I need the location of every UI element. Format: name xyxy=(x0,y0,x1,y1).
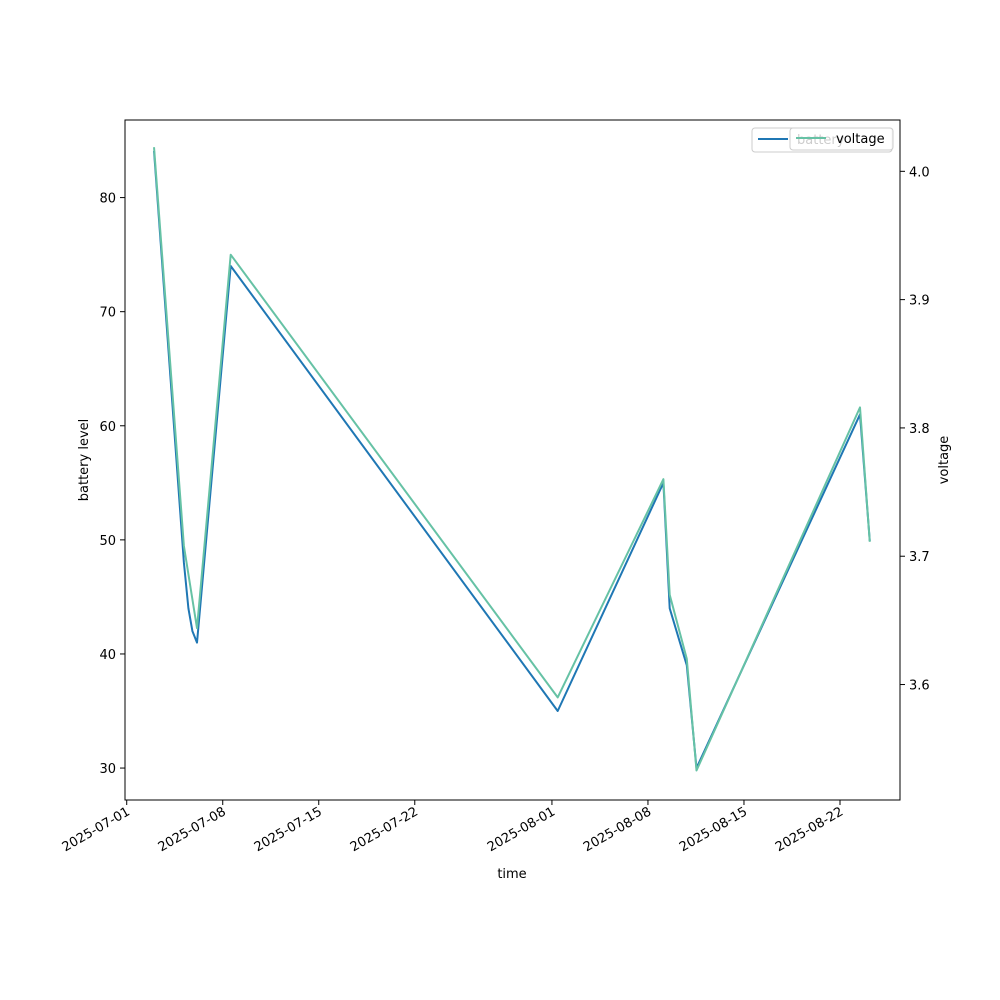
y-left-tick-label-5: 80 xyxy=(99,192,116,207)
series-layer xyxy=(153,147,871,772)
plot-area xyxy=(125,120,900,800)
y-axis-right-title: voltage xyxy=(937,436,952,485)
y-left-tick-label-2: 50 xyxy=(99,534,116,549)
legend-voltage-frame xyxy=(789,127,894,151)
data-point-battery-4 xyxy=(196,642,198,644)
legend-voltage-label: voltage xyxy=(836,132,885,147)
y-axis-left-title: battery level xyxy=(77,419,92,502)
y-right-tick-label-3: 3.9 xyxy=(909,294,930,309)
data-point-voltage-7 xyxy=(686,658,688,660)
data-point-voltage-3 xyxy=(230,254,232,256)
plot-frame xyxy=(124,119,901,801)
y-right-tick-label-4: 4.0 xyxy=(909,165,930,180)
data-point-battery-8 xyxy=(669,608,671,610)
data-point-voltage-4 xyxy=(557,697,559,699)
data-point-voltage-0 xyxy=(153,147,155,149)
x-axis-title: time xyxy=(497,867,526,882)
y-right-tick-label-1: 3.7 xyxy=(909,550,930,565)
legend-voltage: voltage xyxy=(789,127,894,151)
data-point-voltage-2 xyxy=(196,627,198,629)
y-left-tick-label-0: 30 xyxy=(99,762,116,777)
data-point-voltage-10 xyxy=(869,540,871,542)
data-point-voltage-5 xyxy=(663,478,665,480)
y-right-tick-label-2: 3.8 xyxy=(909,422,930,437)
series-line-voltage xyxy=(153,147,871,772)
y-left-tick-label-4: 70 xyxy=(99,306,116,321)
data-point-battery-6 xyxy=(557,710,559,712)
data-point-battery-3 xyxy=(192,630,194,632)
y-right-tick-label-0: 3.6 xyxy=(909,679,930,694)
y-left-tick-label-1: 40 xyxy=(99,648,116,663)
data-point-battery-1 xyxy=(183,562,185,564)
data-point-voltage-9 xyxy=(859,407,861,409)
data-point-voltage-8 xyxy=(696,770,698,772)
y-axis-right: 3.6 3.7 3.8 3.9 4.0 xyxy=(900,165,930,694)
y-left-tick-label-3: 60 xyxy=(99,420,116,435)
data-point-voltage-1 xyxy=(183,545,185,547)
y-axis-left: 30 40 50 60 70 80 xyxy=(99,192,125,777)
data-point-battery-2 xyxy=(188,608,190,610)
data-point-voltage-6 xyxy=(669,594,671,596)
